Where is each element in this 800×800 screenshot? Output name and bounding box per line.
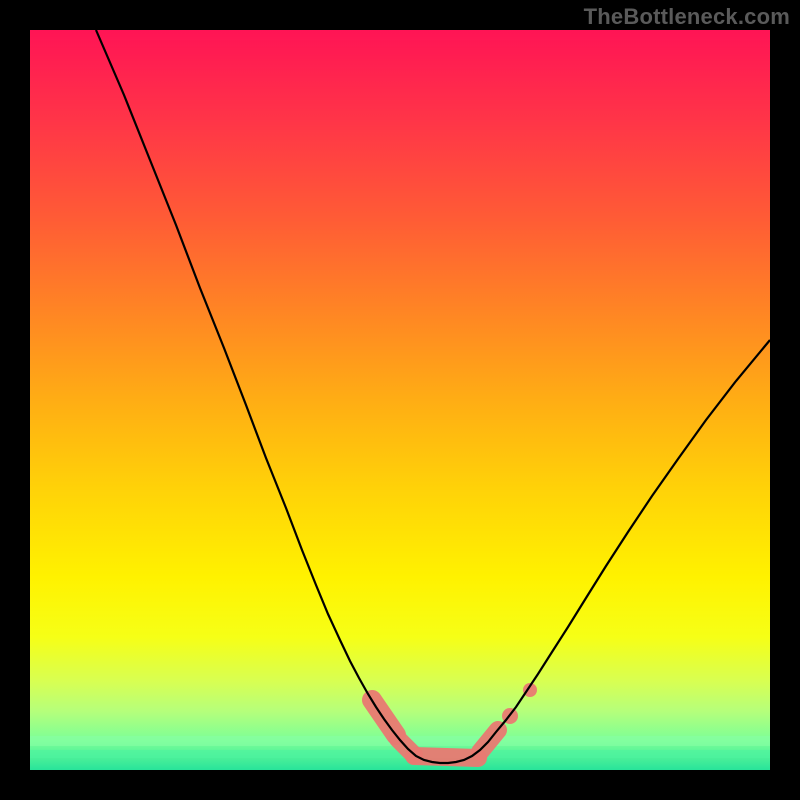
- bottleneck-chart: [0, 0, 800, 800]
- watermark-text: TheBottleneck.com: [584, 4, 790, 30]
- chart-container: TheBottleneck.com: [0, 0, 800, 800]
- plot-background: [30, 30, 770, 770]
